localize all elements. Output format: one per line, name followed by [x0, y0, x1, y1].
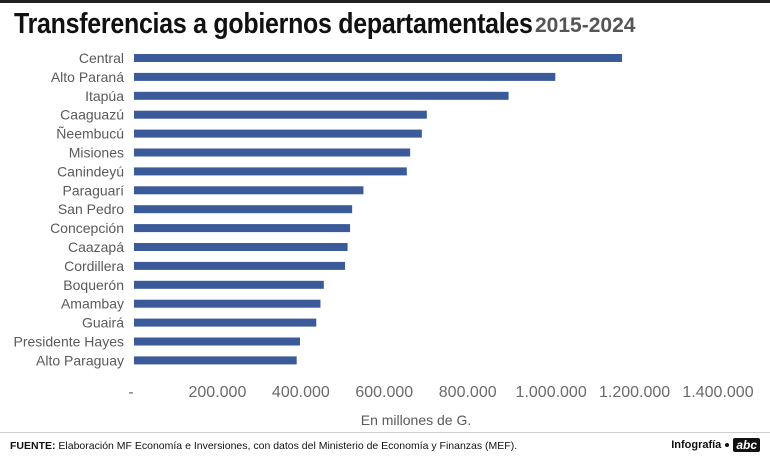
category-label: Itapúa — [85, 88, 124, 104]
brand-label: Infografía — [671, 439, 722, 451]
category-label: Canindeyú — [57, 163, 124, 179]
bar — [134, 280, 324, 289]
category-label: Alto Paraguay — [36, 352, 124, 368]
bar — [134, 129, 422, 138]
chart-header: Transferencias a gobiernos departamental… — [14, 8, 617, 41]
bar — [134, 186, 364, 195]
category-label: Caazapá — [68, 239, 124, 255]
bar — [134, 72, 556, 81]
brand: Infografía abc — [671, 438, 760, 452]
bar — [134, 167, 407, 176]
category-label: Misiones — [69, 145, 124, 161]
chart-title: Transferencias a gobiernos departamental… — [14, 8, 533, 40]
bottom-rule — [0, 432, 770, 433]
source-label: FUENTE: — [10, 440, 56, 452]
category-label: Concepción — [50, 220, 124, 236]
bar — [134, 224, 351, 233]
bar — [134, 318, 317, 327]
category-label: San Pedro — [58, 201, 124, 217]
category-label: Guairá — [82, 315, 124, 331]
x-tick-label: 800.000 — [439, 384, 497, 401]
bar — [134, 337, 301, 346]
top-rule — [0, 0, 770, 3]
bar-chart: Central Alto Paraná Itapúa Caaguazú Ñeembucú… — [13, 50, 753, 428]
category-label: Amambay — [61, 296, 124, 312]
chart-period: 2015-2024 — [535, 14, 636, 37]
bar — [134, 91, 509, 100]
x-tick-label: 400.000 — [272, 384, 330, 401]
x-tick-label: 1.000.000 — [516, 384, 587, 401]
source-text: Elaboración MF Economía e Inversiones, c… — [58, 440, 518, 452]
category-label: Boquerón — [63, 277, 124, 293]
bar — [134, 205, 353, 214]
x-tick-label: - — [128, 384, 133, 401]
category-label: Ñeembucú — [56, 126, 124, 142]
source-note: FUENTE: Elaboración MF Economía e Invers… — [10, 440, 517, 452]
category-label: Caaguazú — [60, 107, 124, 123]
bar — [134, 261, 346, 270]
category-label: Presidente Hayes — [13, 334, 124, 350]
x-axis-title: En millones de G. — [361, 412, 472, 428]
category-label: Alto Paraná — [51, 69, 124, 85]
bar — [134, 299, 321, 308]
bar — [134, 243, 348, 251]
bar — [134, 356, 297, 365]
x-tick-label: 1.200.000 — [599, 384, 670, 401]
brand-logo: abc — [733, 438, 760, 452]
x-tick-label: 200.000 — [189, 384, 247, 401]
x-tick-label: 1.400.000 — [682, 384, 753, 401]
category-label: Central — [79, 50, 124, 66]
category-label: Cordillera — [64, 258, 124, 274]
bullet-icon — [725, 443, 730, 447]
category-label: Paraguarí — [63, 182, 125, 198]
bar — [134, 110, 427, 119]
bar — [134, 54, 623, 62]
x-tick-label: 600.000 — [355, 384, 413, 401]
bar — [134, 148, 411, 157]
